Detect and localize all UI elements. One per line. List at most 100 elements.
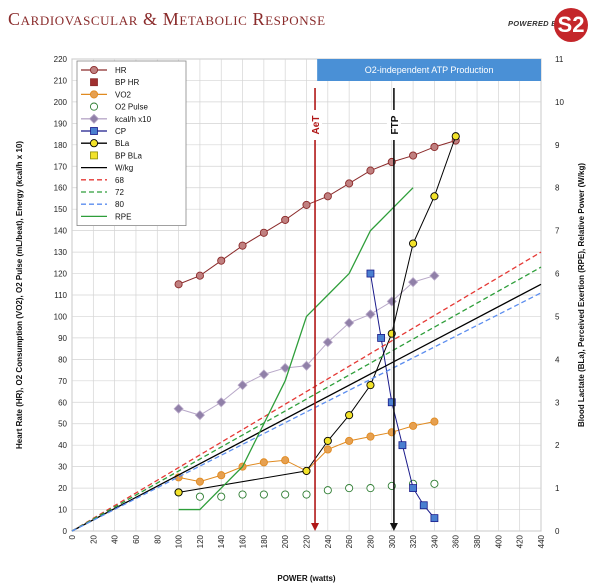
aet-label-bg [308,110,323,140]
aet-label: AeT [311,116,322,135]
legend-item: VO2 [81,90,132,99]
series-kcal-h-x10 [173,270,440,421]
grid-layer [71,58,542,532]
legend-label: 72 [115,188,124,197]
data-point [258,369,269,380]
band-layer: O2-independent ATP Production [317,59,541,81]
x-tick-label: 220 [303,534,312,548]
y-left-tick-label: 0 [63,527,68,536]
threshold-layer: AeT FTP [308,88,401,531]
powered-by-logo: POWERED BY S2 [506,6,598,44]
legend-item: O2 Pulse [89,102,148,112]
legend-item: W/kg [81,164,133,173]
ftp-label: FTP [390,115,401,134]
data-point [216,397,227,408]
data-point [409,421,418,430]
y-left-tick-label: 20 [58,484,67,493]
data-point [238,241,247,250]
legend-item: BLa [81,139,130,148]
y-right-tick-label: 11 [555,55,564,64]
legend-label: CP [115,127,126,136]
data-point [238,490,247,499]
legend-item: kcal/h x10 [81,113,152,124]
data-point [174,488,183,497]
y-right-tick-label: 2 [555,441,560,450]
y-left-tick-label: 60 [58,398,67,407]
data-point [345,436,354,445]
x-tick-label: 120 [196,534,205,548]
data-point [90,127,98,135]
data-point [302,490,311,499]
y-left-tick-label: 120 [54,270,68,279]
legend-label: 80 [115,200,124,209]
x-axis-title: POWER (watts) [277,574,336,583]
axis-layer: 0 20 40 60 80 100 120 140 160 180 200 220 240 260 280 3… [15,55,586,583]
legend-label: VO2 [115,90,132,99]
legend-label: RPE [115,212,131,221]
series-line [71,283,542,532]
x-tick-label: 200 [281,534,290,548]
legend-item: 72 [81,188,124,197]
data-point [281,490,290,499]
data-point [173,403,184,414]
series-line [178,187,414,511]
data-point [366,484,375,493]
series-line [71,266,542,532]
x-tick-label: 80 [153,534,162,543]
data-point [281,456,290,465]
aet-arrow [311,523,320,531]
legend-label: BP BLa [115,151,143,160]
data-point [301,360,312,371]
legend-item: BP BLa [90,151,143,160]
legend-label: HR [115,66,127,75]
legend-label: W/kg [115,164,133,173]
x-tick-label: 320 [409,534,418,548]
x-tick-label: 0 [68,534,77,539]
data-point [89,90,99,99]
series-cp [366,269,439,523]
y-left-tick-label: 140 [54,227,68,236]
x-tick-label: 240 [324,534,333,548]
y-left-tick-label: 90 [58,334,67,343]
x-tick-label: 440 [537,534,546,548]
legend-item: HR [81,65,127,75]
x-tick-label: 140 [217,534,226,548]
data-point [377,334,386,342]
data-point [345,484,354,493]
legend-label: BP HR [115,78,140,87]
y-left-tick-label: 210 [54,76,68,85]
data-point [451,132,460,141]
y-right-tick-label: 4 [555,355,560,364]
series-layer [71,132,542,532]
data-point [323,192,332,201]
data-point [194,410,205,421]
y-right-tick-label: 9 [555,141,560,150]
x-tick-label: 20 [89,534,98,543]
x-tick-label: 300 [388,534,397,548]
data-point [429,270,440,281]
series-w-kg [71,283,542,532]
data-point [322,337,333,348]
data-point [430,417,439,426]
data-point [89,65,99,75]
ftp-label-bg [386,110,401,140]
data-point [345,411,354,420]
series-rpe [178,187,414,511]
y-right-tick-label: 8 [555,184,560,193]
legend-item: RPE [81,212,131,221]
y-right-axis-title: Blood Lactate (BLa), Perceived Exertion … [577,163,586,427]
data-point [302,200,311,209]
y-left-tick-label: 130 [54,248,68,257]
x-tick-label: 400 [494,534,503,548]
data-point [217,492,226,501]
data-point [88,113,100,124]
y-left-tick-label: 30 [58,463,67,472]
data-point [366,269,375,278]
data-point [430,514,439,523]
data-point [419,501,428,510]
y-left-tick-label: 150 [54,205,68,214]
data-point [323,436,332,445]
y-left-tick-label: 10 [58,506,67,515]
data-point [90,151,98,160]
data-point [90,78,98,87]
